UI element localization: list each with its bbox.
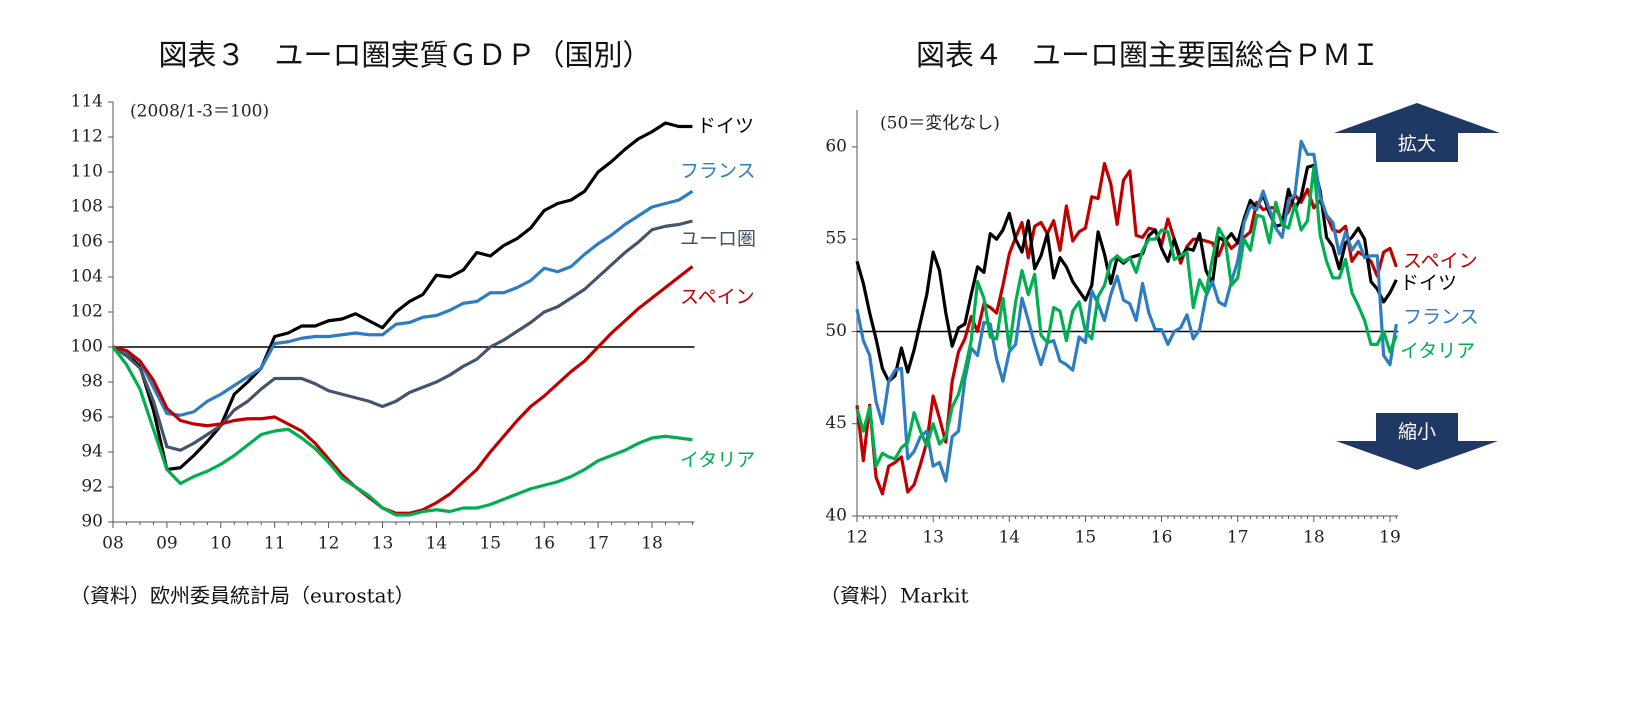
arrow-label: 拡大: [1398, 133, 1436, 155]
y-tick-label: 96: [81, 407, 103, 427]
x-tick-label: 19: [1379, 528, 1401, 548]
expansion-arrow: [1334, 103, 1500, 162]
y-tick-label: 90: [81, 512, 103, 532]
x-tick-label: 16: [1151, 528, 1173, 548]
y-tick-label: 110: [71, 162, 103, 182]
series-label: ドイツ: [1400, 272, 1457, 294]
x-tick-label: 15: [479, 534, 501, 554]
series-line: [855, 165, 1398, 468]
x-tick-label: 10: [210, 534, 232, 554]
source-note: （資料）欧州委員統計局（eurostat）: [70, 584, 415, 608]
y-tick-label: 55: [825, 229, 847, 249]
contraction-arrow: [1336, 413, 1498, 470]
chart-title: 図表４ ユーロ圏主要国総合ＰＭＩ: [916, 38, 1380, 72]
x-tick-label: 18: [1303, 528, 1325, 548]
x-tick-label: 17: [1227, 528, 1249, 548]
series-label: ドイツ: [697, 115, 754, 137]
x-tick-label: 16: [533, 534, 555, 554]
x-tick-label: 13: [922, 528, 944, 548]
series-line: [855, 139, 1398, 483]
x-tick-label: 09: [156, 534, 178, 554]
x-tick-label: 18: [641, 534, 663, 554]
y-tick-label: 102: [71, 302, 103, 322]
series-line: [112, 189, 694, 417]
x-tick-label: 12: [846, 528, 868, 548]
series-line: [112, 219, 693, 452]
x-tick-label: 11: [264, 534, 286, 554]
series-label: フランス: [680, 160, 756, 182]
unit-note: (50＝変化なし): [880, 114, 1000, 134]
x-tick-label: 14: [426, 534, 448, 554]
series-label: スペイン: [680, 286, 755, 308]
y-tick-label: 100: [71, 337, 103, 357]
series-label: フランス: [1403, 306, 1479, 328]
x-tick-label: 08: [102, 534, 124, 554]
series-line: [112, 121, 693, 472]
y-tick-label: 40: [825, 506, 847, 526]
source-note: （資料）Markit: [820, 584, 969, 608]
x-tick-label: 14: [998, 528, 1020, 548]
series-line: [111, 346, 693, 517]
y-tick-label: 106: [71, 232, 103, 252]
series-line: [112, 265, 694, 515]
x-tick-label: 15: [1075, 528, 1097, 548]
series-label: イタリア: [1400, 340, 1475, 362]
y-tick-label: 114: [71, 92, 103, 112]
x-tick-label: 12: [318, 534, 340, 554]
x-tick-label: 13: [372, 534, 394, 554]
x-tick-label: 17: [587, 534, 609, 554]
unit-note: (2008/1-3＝100): [130, 102, 269, 122]
series-label: スペイン: [1403, 250, 1478, 272]
y-tick-label: 60: [825, 136, 847, 156]
y-tick-label: 94: [81, 442, 103, 462]
y-tick-label: 92: [81, 477, 103, 497]
y-tick-label: 50: [825, 321, 847, 341]
arrow-label: 縮小: [1398, 421, 1436, 443]
chart-title: 図表３ ユーロ圏実質ＧＤＰ（国別）: [158, 38, 651, 72]
y-tick-label: 45: [825, 413, 847, 433]
y-tick-label: 112: [71, 127, 103, 147]
y-tick-label: 98: [81, 372, 103, 392]
series-label: ユーロ圏: [680, 228, 756, 250]
series-label: イタリア: [680, 449, 755, 471]
y-tick-label: 108: [71, 197, 103, 217]
y-tick-label: 104: [71, 267, 103, 287]
